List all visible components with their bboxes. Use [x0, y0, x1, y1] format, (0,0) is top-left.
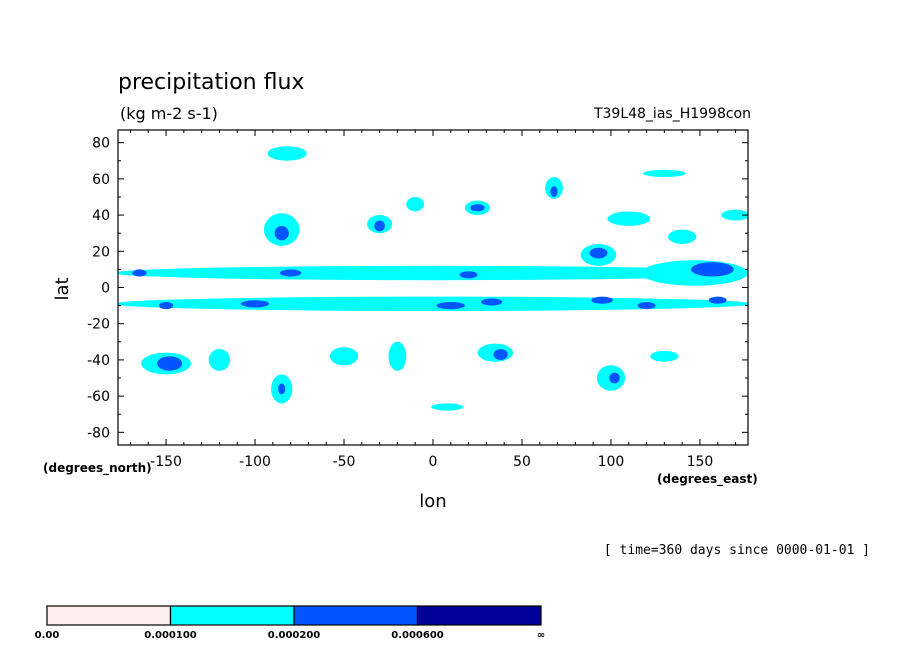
- colorbar-swatch-0: [46, 605, 172, 626]
- precip-region-29: [388, 341, 407, 371]
- precip-region-30: [650, 350, 679, 362]
- precip-region-41: [159, 302, 174, 310]
- precip-region-6: [589, 247, 608, 259]
- precip-region-2: [267, 146, 307, 161]
- y-tick-label: -60: [87, 389, 110, 405]
- precip-region-14: [274, 226, 289, 241]
- y-axis-label: lat: [52, 277, 73, 300]
- precip-region-23: [431, 403, 464, 411]
- x-tick-label: -150: [150, 454, 182, 470]
- precip-region-18: [493, 349, 508, 360]
- precip-region-16: [157, 356, 183, 371]
- chart-title: precipitation flux: [118, 70, 304, 95]
- x-tick-label: 50: [513, 454, 531, 470]
- precip-region-38: [591, 296, 613, 304]
- x-tick-label: -100: [239, 454, 271, 470]
- precip-region-10: [470, 204, 485, 212]
- colorbar-label-0: 0.00: [35, 630, 60, 641]
- x-units-right: (degrees_east): [657, 472, 758, 487]
- precip-region-1: [118, 296, 748, 311]
- x-axis-label: lon: [419, 491, 446, 512]
- precip-region-20: [609, 372, 620, 384]
- precip-region-24: [643, 169, 686, 177]
- time-note: [ time=360 days since 0000-01-01 ]: [604, 543, 870, 558]
- x-tick-label: -50: [333, 454, 356, 470]
- colorbar-label-3: 0.000600: [391, 630, 444, 641]
- colorbar-swatch-1: [169, 605, 295, 626]
- run-label: T39L48_ias_H1998con: [593, 106, 751, 122]
- precip-region-8: [550, 186, 558, 198]
- precip-region-32: [406, 197, 425, 212]
- precip-region-0: [118, 265, 748, 281]
- y-tick-label: 20: [92, 244, 110, 260]
- precip-region-37: [481, 298, 503, 306]
- precip-region-31: [208, 349, 231, 371]
- precip-region-22: [278, 383, 286, 395]
- precipitation-regions: [118, 146, 748, 411]
- y-tick-label: 40: [92, 208, 110, 224]
- y-tick-label: 0: [101, 281, 110, 297]
- precip-region-25: [607, 211, 651, 226]
- plot-frame: [117, 129, 749, 446]
- precip-region-40: [240, 300, 270, 308]
- precip-region-42: [708, 296, 727, 304]
- x-tick-label: 100: [598, 454, 625, 470]
- colorbar-swatch-2: [293, 605, 419, 626]
- colorbar-label-1: 0.000100: [144, 630, 197, 641]
- precip-region-35: [459, 271, 478, 279]
- precip-region-33: [132, 269, 147, 277]
- precip-region-34: [279, 269, 302, 277]
- colorbar-label-2: 0.000200: [268, 630, 321, 641]
- y-tick-label: 80: [92, 136, 110, 152]
- y-tick-label: -80: [87, 425, 110, 441]
- chart-subtitle: (kg m-2 s-1): [120, 104, 218, 123]
- precip-region-39: [637, 302, 656, 310]
- precip-region-12: [374, 220, 385, 232]
- axis-ticks: -150 -100 -50 0 50 100 150 80 60 40 20 0 -20 -40 -60 -8…: [87, 130, 748, 470]
- x-tick-label: 150: [687, 454, 714, 470]
- precip-region-36: [436, 302, 465, 310]
- y-tick-label: 60: [92, 172, 110, 188]
- colorbar: 0.00 0.000100 0.000200 0.000600 ∞: [35, 605, 545, 641]
- precip-region-28: [329, 347, 359, 366]
- x-tick-label: 0: [429, 454, 438, 470]
- colorbar-label-4: ∞: [537, 630, 545, 641]
- x-units-left: (degrees_north): [43, 461, 152, 476]
- y-tick-label: -40: [87, 353, 110, 369]
- precip-region-26: [668, 229, 697, 244]
- colorbar-swatch-3: [416, 605, 542, 626]
- precip-region-4: [691, 262, 734, 277]
- precip-region-27: [721, 209, 748, 221]
- y-tick-label: -20: [87, 317, 110, 333]
